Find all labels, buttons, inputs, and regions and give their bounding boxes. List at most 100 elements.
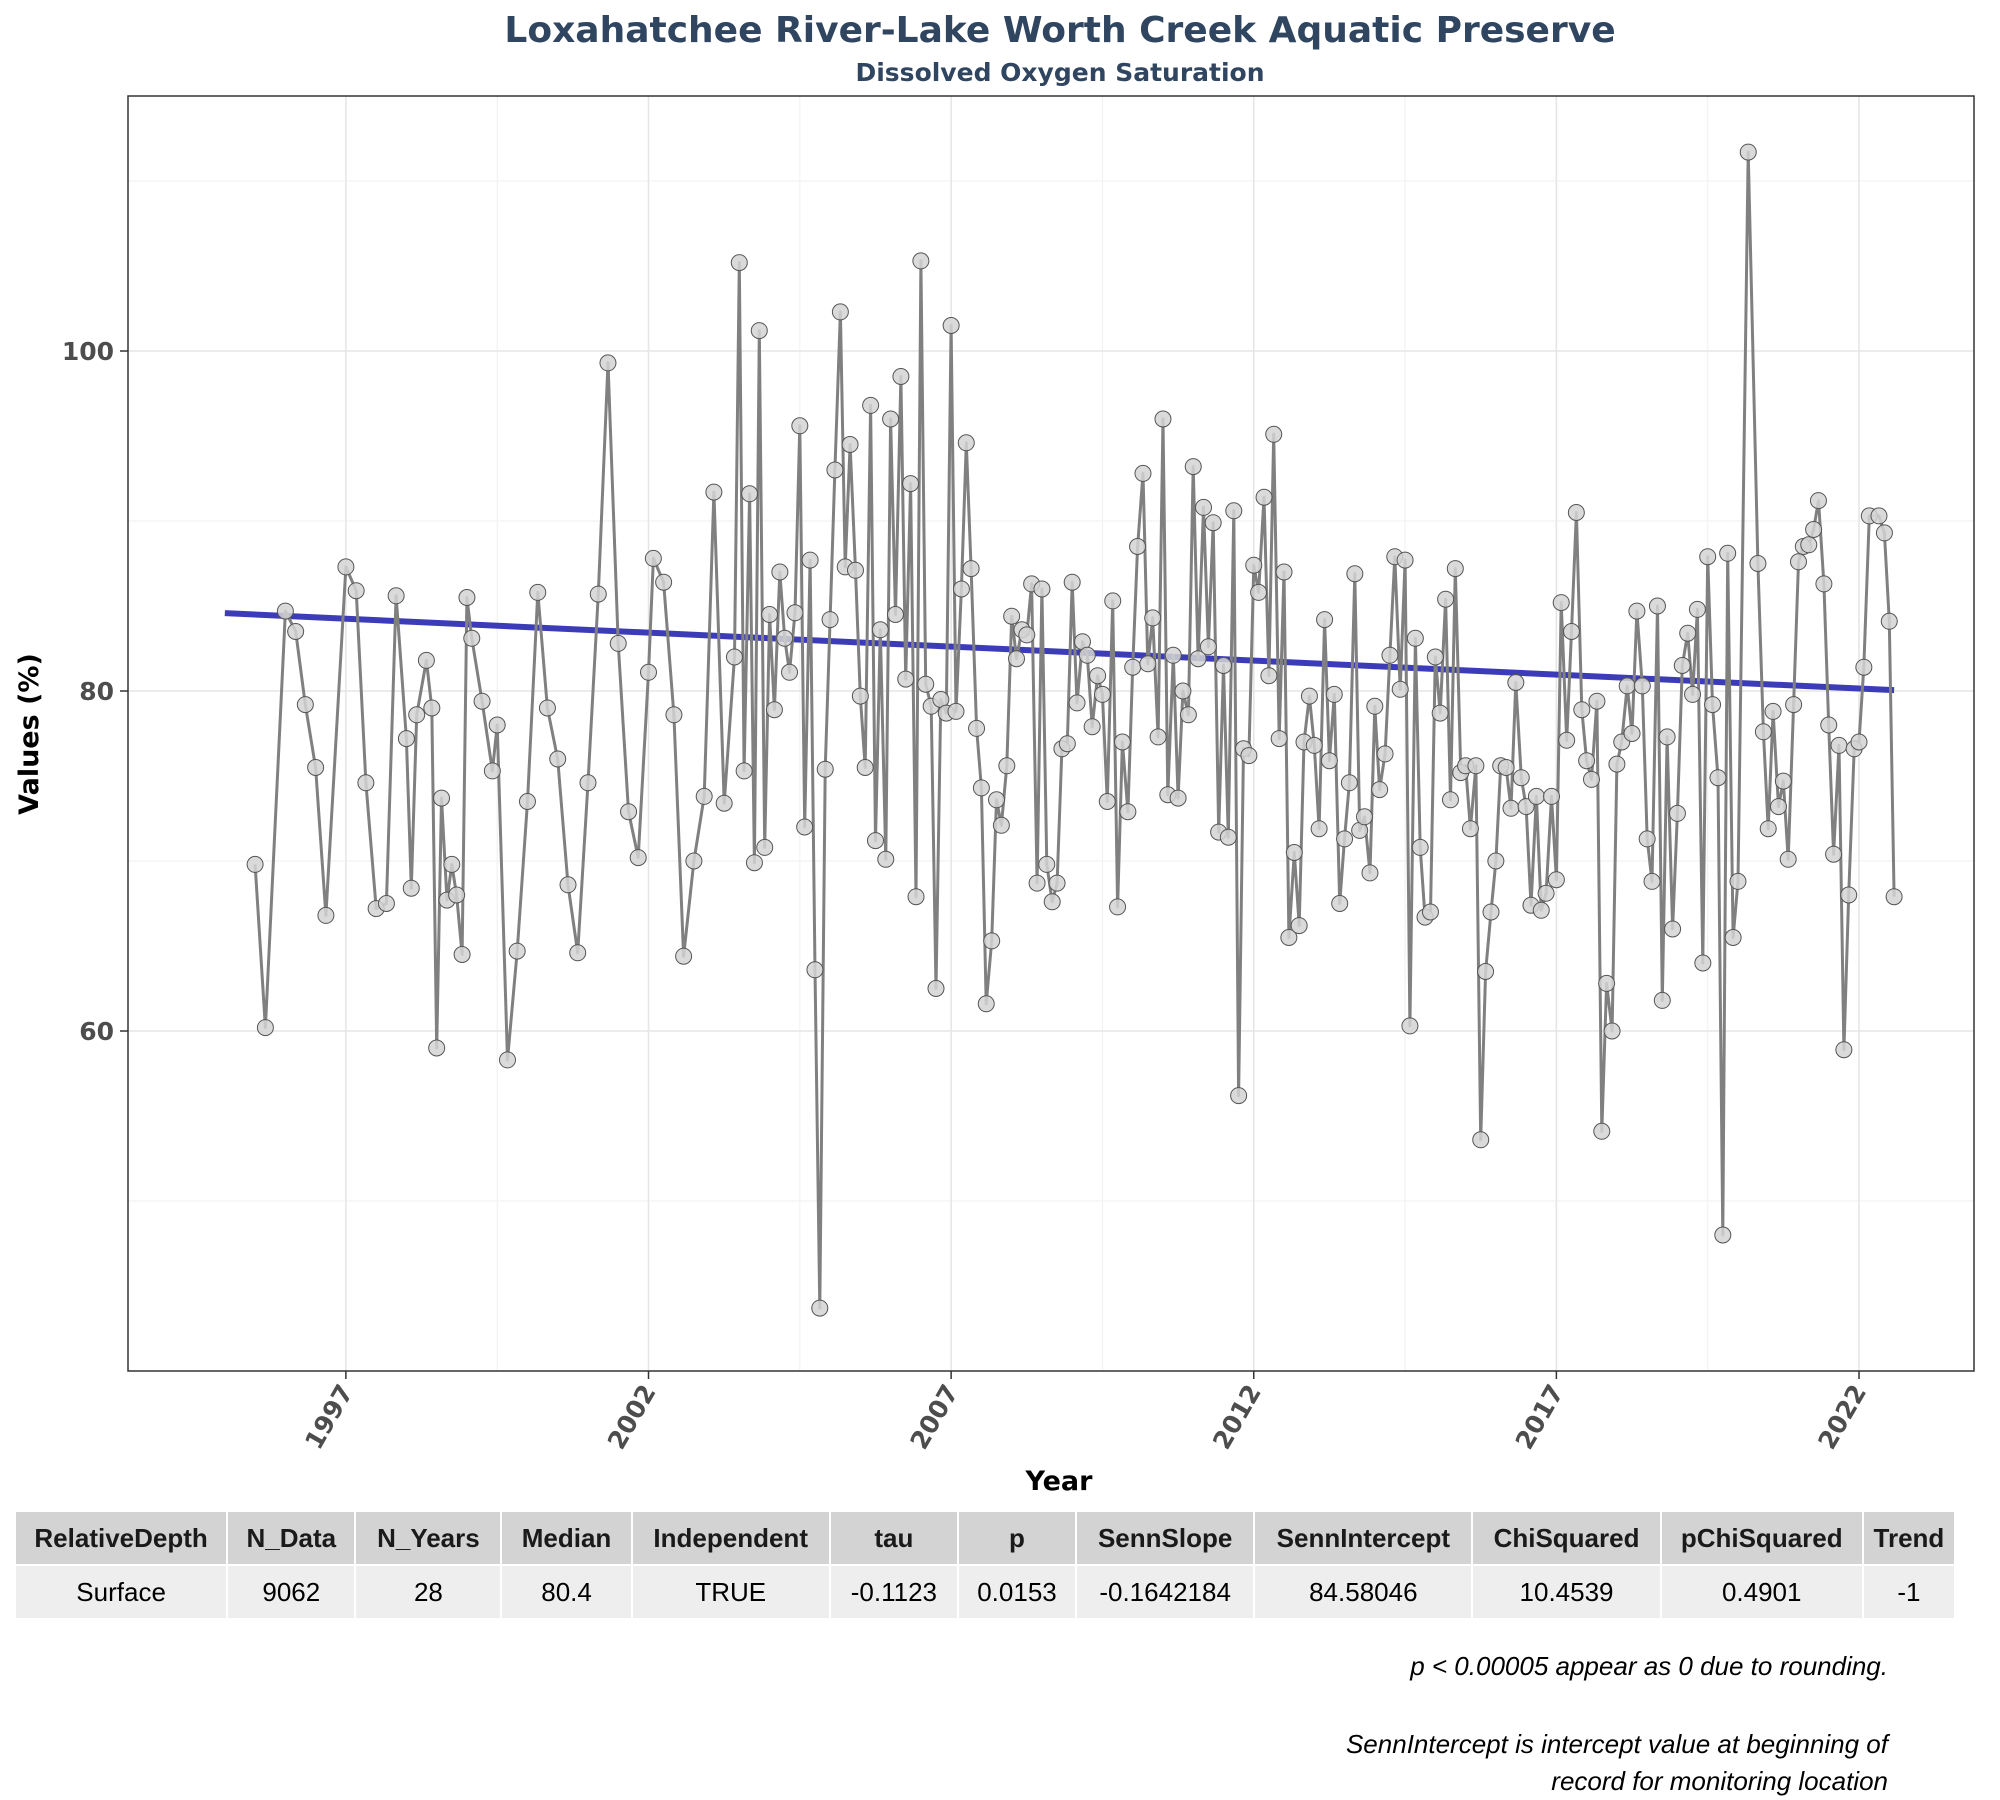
data-point xyxy=(1684,685,1702,703)
data-point xyxy=(1764,702,1782,720)
axes: 60 80 100 1997 2002 2007 2012 2017 2022 xyxy=(62,337,1872,1454)
data-point xyxy=(256,1019,274,1037)
data-point xyxy=(629,849,647,867)
data-point xyxy=(307,759,325,776)
data-point xyxy=(1275,563,1293,581)
data-point xyxy=(1437,590,1455,608)
x-axis-title: Year xyxy=(1025,1466,1094,1497)
data-point xyxy=(1653,991,1671,1009)
data-point xyxy=(1567,504,1585,521)
cell-senn-intercept: 84.58046 xyxy=(1255,1566,1472,1618)
data-point xyxy=(1265,425,1283,443)
data-point xyxy=(1214,657,1232,674)
data-point xyxy=(1063,573,1081,591)
data-point xyxy=(1618,677,1636,695)
data-point xyxy=(529,583,547,601)
data-point xyxy=(599,354,617,372)
data-point xyxy=(1835,1041,1853,1059)
data-point xyxy=(695,787,713,805)
data-point xyxy=(1558,731,1576,749)
data-point xyxy=(781,663,799,681)
rounding-note: p < 0.00005 appear as 0 due to rounding. xyxy=(1410,1651,1888,1681)
cell-p: 0.0153 xyxy=(958,1566,1076,1618)
data-point xyxy=(1749,555,1767,572)
data-point xyxy=(408,706,426,724)
data-point xyxy=(730,254,748,272)
data-point xyxy=(337,558,355,576)
data-point xyxy=(655,573,673,591)
data-point xyxy=(1729,872,1747,890)
data-point xyxy=(1648,597,1666,615)
data-point xyxy=(1688,600,1706,618)
data-point xyxy=(1714,1226,1732,1244)
data-point xyxy=(518,793,536,810)
data-point xyxy=(433,789,451,807)
x-tick-label: 1997 xyxy=(299,1380,359,1455)
data-point xyxy=(1875,524,1893,542)
data-point xyxy=(589,585,607,603)
data-point xyxy=(1078,646,1096,664)
y-axis-title: Values (%) xyxy=(14,653,45,815)
data-point xyxy=(483,762,501,780)
data-point xyxy=(1709,769,1727,787)
data-point xyxy=(725,648,743,666)
data-point xyxy=(1694,954,1712,972)
data-point xyxy=(1376,745,1394,763)
data-point xyxy=(1255,488,1273,506)
data-point xyxy=(1830,736,1848,754)
data-point xyxy=(1184,458,1202,476)
data-point xyxy=(972,779,990,797)
y-tick-label: 60 xyxy=(79,1017,114,1046)
data-point xyxy=(1250,583,1268,601)
data-point xyxy=(741,485,759,503)
data-point xyxy=(1038,855,1056,873)
data-point xyxy=(1517,798,1535,816)
data-point xyxy=(907,888,925,906)
data-point xyxy=(1789,553,1807,571)
data-point xyxy=(1704,696,1722,714)
data-point xyxy=(1598,974,1616,992)
stats-table: RelativeDepth N_Data N_Years Median Inde… xyxy=(14,1512,1956,1618)
data-point xyxy=(276,602,294,620)
data-point xyxy=(952,580,970,598)
data-point xyxy=(1134,464,1152,482)
data-point xyxy=(1779,850,1797,868)
data-point xyxy=(1477,963,1495,980)
data-point xyxy=(473,692,491,710)
x-tick-label: 2022 xyxy=(1812,1380,1872,1455)
data-point xyxy=(559,876,577,894)
table-row: Surface 9062 28 80.4 TRUE -0.1123 0.0153… xyxy=(16,1566,1954,1618)
data-point xyxy=(640,663,658,681)
data-point xyxy=(1608,755,1626,773)
data-point xyxy=(1270,730,1288,748)
data-point xyxy=(1759,820,1777,838)
data-point xyxy=(1785,696,1803,714)
data-point xyxy=(1174,682,1192,700)
cell-n-years: 28 xyxy=(356,1566,501,1618)
data-point xyxy=(1305,736,1323,754)
trend-line-group xyxy=(224,610,1895,694)
data-point xyxy=(1195,498,1213,516)
cell-median: 80.4 xyxy=(502,1566,631,1618)
data-point xyxy=(1552,594,1570,612)
chart: Loxahatchee River-Lake Worth Creek Aquat… xyxy=(14,10,1975,1497)
data-point xyxy=(968,719,986,737)
data-point xyxy=(1850,733,1868,751)
data-point xyxy=(417,651,435,669)
col-header-chi-squared: ChiSquared xyxy=(1473,1512,1660,1566)
data-point xyxy=(1502,799,1520,817)
data-point xyxy=(1487,852,1505,870)
data-point xyxy=(1633,677,1651,695)
data-point xyxy=(862,396,880,414)
data-point xyxy=(665,706,683,724)
data-point xyxy=(1290,917,1308,935)
x-tick-label: 2007 xyxy=(904,1380,964,1455)
trend-line xyxy=(224,610,1895,694)
data-point xyxy=(897,670,915,688)
data-point xyxy=(1164,646,1182,664)
data-point xyxy=(1316,611,1334,629)
data-point xyxy=(1381,646,1399,664)
data-point xyxy=(296,696,314,714)
data-point xyxy=(1048,874,1066,892)
data-point xyxy=(927,980,945,997)
